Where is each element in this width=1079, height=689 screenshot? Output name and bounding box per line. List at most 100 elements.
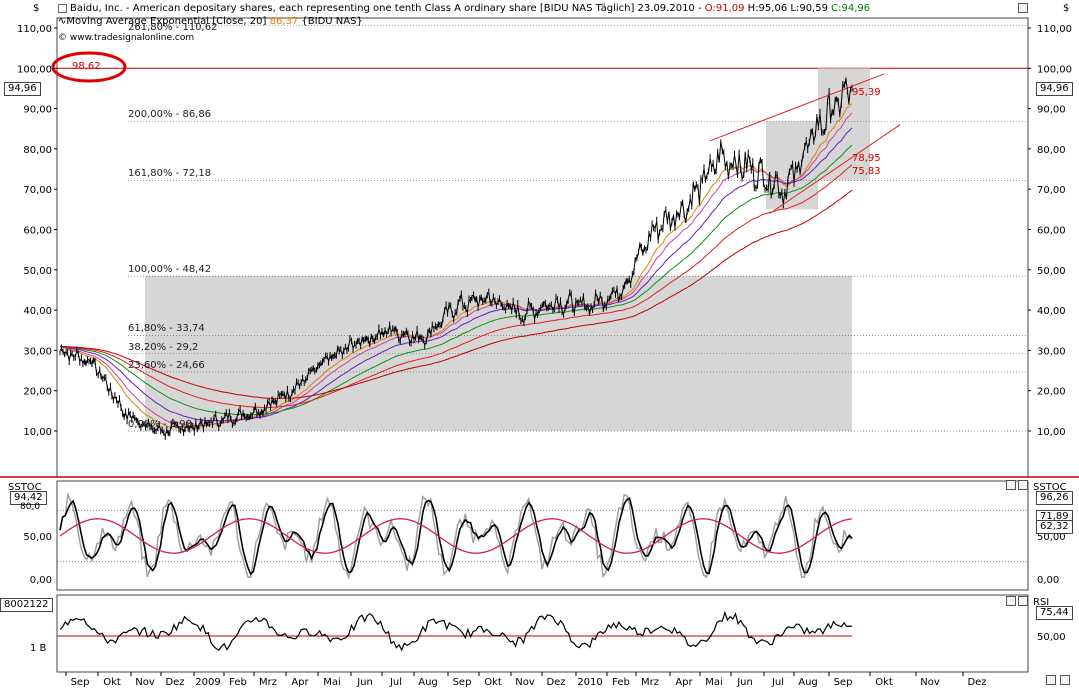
sstoc-minimize-button[interactable] bbox=[1006, 480, 1016, 490]
x-label-jun-9: Jun bbox=[356, 677, 373, 688]
x-label-apr-19: Apr bbox=[675, 677, 693, 688]
x-label-jul-10: Jul bbox=[389, 677, 402, 688]
moving-averages bbox=[59, 103, 853, 429]
x-label-sep-12: Sep bbox=[453, 677, 472, 688]
x-label-okt-1: Okt bbox=[103, 677, 121, 688]
ema-label: Moving Average Exponential [Close, 20] bbox=[66, 16, 267, 27]
panel-frames bbox=[0, 17, 1079, 673]
close-value: C:94,96 bbox=[831, 3, 871, 14]
fib-label-0: 0,00% - 9,98 bbox=[128, 419, 192, 431]
fib-label-1: 23,60% - 24,66 bbox=[128, 359, 205, 371]
rsi-close-button[interactable] bbox=[1018, 596, 1028, 606]
channel-lower bbox=[769, 124, 901, 214]
x-label-feb-17: Feb bbox=[612, 677, 630, 688]
ma-green-line bbox=[60, 144, 853, 416]
watermark: © www.tradesignalonline.com bbox=[58, 33, 195, 43]
x-label-okt-13: Okt bbox=[484, 677, 502, 688]
instrument-title: Baidu, Inc. - American depositary shares… bbox=[70, 3, 702, 14]
highlight-circle bbox=[51, 51, 127, 83]
x-label-sep-24: Sep bbox=[834, 677, 853, 688]
sstoc-left-value2: 80,0 bbox=[20, 502, 41, 512]
low-value: L:90,59 bbox=[790, 3, 828, 14]
annotation-mid: 78,95 bbox=[852, 153, 881, 164]
sstoc-close-button[interactable] bbox=[1018, 480, 1028, 490]
fib-label-3: 61,80% - 33,74 bbox=[128, 323, 205, 335]
circled-price-label: 98,62 bbox=[72, 61, 101, 72]
sstoc-right-value-1: 96,26 bbox=[1036, 491, 1073, 505]
x-label-nov-2: Nov bbox=[135, 677, 155, 688]
ma-red-line bbox=[59, 164, 853, 409]
price-ytick-right-6: 70,00 bbox=[1037, 185, 1066, 196]
fib-label-6: 200,00% - 86,86 bbox=[128, 109, 212, 121]
x-label-dez-3: Dez bbox=[165, 677, 184, 688]
price-ytick-right-3: 40,00 bbox=[1037, 306, 1066, 317]
price-ytick-right-1: 20,00 bbox=[1037, 387, 1066, 398]
price-ytick-left-4: 50,00 bbox=[23, 266, 52, 277]
annotation-low: 75,83 bbox=[852, 166, 881, 177]
x-label-dez-27: Dez bbox=[967, 677, 986, 688]
price-ytick-left-8: 90,00 bbox=[23, 105, 52, 116]
currency-label-right: $ bbox=[1063, 3, 1070, 14]
price-ytick-left-1: 20,00 bbox=[23, 387, 52, 398]
price-line bbox=[59, 78, 853, 437]
x-label-dez-15: Dez bbox=[546, 677, 565, 688]
x-label-apr-7: Apr bbox=[291, 677, 309, 688]
sstoc-fast-line bbox=[59, 492, 853, 580]
price-ytick-left-3: 40,00 bbox=[23, 306, 52, 317]
currency-label-left: $ bbox=[33, 3, 40, 14]
sstoc-name-right: SSTOC bbox=[1033, 482, 1067, 493]
price-ytick-right-0: 10,00 bbox=[1037, 427, 1066, 438]
price-ytick-right-7: 80,00 bbox=[1037, 145, 1066, 156]
sstoc-ytick-right-0: 0,00 bbox=[1037, 575, 1059, 586]
x-label-sep-0: Sep bbox=[71, 677, 90, 688]
checkbox-icon[interactable] bbox=[58, 3, 67, 13]
rsi-right-value: 75,44 bbox=[1036, 606, 1073, 620]
ema-symbol: {BIDU NAS} bbox=[301, 16, 363, 27]
sstoc-right-value-3: 62,32 bbox=[1036, 520, 1073, 534]
channel-upper bbox=[709, 73, 885, 142]
sstoc-signal-line bbox=[59, 518, 853, 554]
x-label-okt-25: Okt bbox=[875, 677, 893, 688]
ma-pink-line bbox=[59, 112, 853, 427]
fib-label-4: 100,00% - 48,42 bbox=[128, 264, 212, 276]
price-ytick-left-0: 10,00 bbox=[23, 427, 52, 438]
price-ytick-right-4: 50,00 bbox=[1037, 266, 1066, 277]
fib-label-2: 38,20% - 29,2 bbox=[128, 341, 199, 353]
fib-label-7: 261,80% - 110,62 bbox=[128, 22, 218, 33]
rsi-ytick-right-0: 50,00 bbox=[1037, 632, 1066, 643]
scroll-right-button[interactable] bbox=[1060, 675, 1070, 685]
x-label-mrz-18: Mrz bbox=[641, 677, 659, 688]
rsi-left-label: 1 B bbox=[30, 643, 47, 654]
x-label-mrz-6: Mrz bbox=[259, 677, 277, 688]
ema-icon: ∿ bbox=[58, 16, 67, 27]
sstoc-name-left: SSTOC bbox=[8, 482, 42, 493]
price-ytick-right-2: 30,00 bbox=[1037, 346, 1066, 357]
annotation-high: 95,39 bbox=[852, 87, 881, 98]
fib-label-5: 161,80% - 72,18 bbox=[128, 168, 212, 180]
rsi-minimize-button[interactable] bbox=[1006, 596, 1016, 606]
trend-channel bbox=[51, 51, 901, 214]
rsi-line bbox=[59, 610, 853, 652]
sstoc-ytick-left-0: 0,00 bbox=[30, 575, 52, 586]
axes-labels: 10,00 10,00 20,00 20,00 30,00 30,00 40,00 40,00… bbox=[17, 24, 1072, 688]
price-ytick-right-8: 90,00 bbox=[1037, 105, 1066, 116]
x-label-nov-26: Nov bbox=[920, 677, 940, 688]
high-value: H:95,06 bbox=[747, 3, 788, 14]
price-ytick-right-9: 100,00 bbox=[1037, 64, 1072, 75]
main-close-button[interactable] bbox=[1018, 3, 1028, 13]
rsi-name-right: RSI bbox=[1033, 597, 1050, 608]
price-ytick-right-10: 110,00 bbox=[1037, 24, 1072, 35]
price-ytick-left-2: 30,00 bbox=[23, 346, 52, 357]
price-ytick-left-6: 70,00 bbox=[23, 185, 52, 196]
sstoc-ytick-left-1: 50,00 bbox=[23, 532, 52, 543]
ema-value: 86,37 bbox=[269, 16, 299, 27]
last-price-box-left: 94,96 bbox=[4, 82, 41, 96]
scroll-left-button[interactable] bbox=[1046, 675, 1056, 685]
price-ytick-right-5: 60,00 bbox=[1037, 226, 1066, 237]
x-label-2010-16: 2010 bbox=[577, 677, 602, 688]
x-label-2009-4: 2009 bbox=[195, 677, 220, 688]
price-series bbox=[59, 77, 853, 440]
price-ytick-left-5: 60,00 bbox=[23, 226, 52, 237]
last-price-box-right: 94,96 bbox=[1036, 82, 1073, 96]
